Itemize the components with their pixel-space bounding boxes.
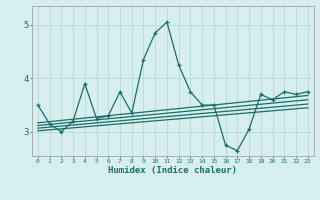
- X-axis label: Humidex (Indice chaleur): Humidex (Indice chaleur): [108, 166, 237, 175]
